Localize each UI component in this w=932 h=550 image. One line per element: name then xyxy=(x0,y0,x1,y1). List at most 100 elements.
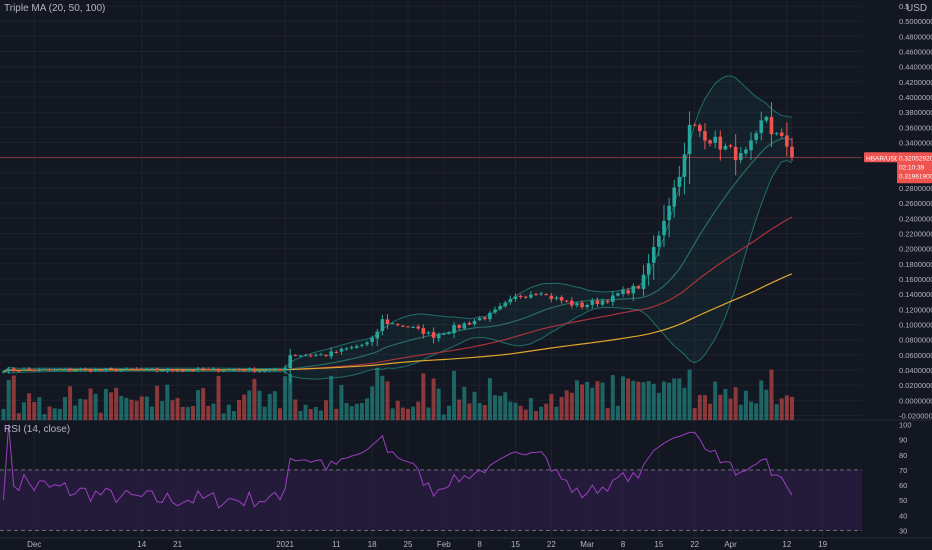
price-indicator-label[interactable]: Triple MA (20, 50, 100) xyxy=(4,3,106,14)
candle-body xyxy=(523,296,528,298)
volume-bar xyxy=(288,374,293,420)
volume-bar xyxy=(21,402,26,420)
volume-bar xyxy=(667,382,672,420)
candle-body xyxy=(467,322,472,325)
volume-bar xyxy=(738,404,743,420)
volume-bar xyxy=(518,405,523,420)
volume-bar xyxy=(708,403,713,420)
price-tick-label: -0.02000000 xyxy=(899,411,932,420)
volume-bar xyxy=(370,386,375,420)
time-tick-label: 19 xyxy=(818,540,827,549)
candle-body xyxy=(431,332,436,338)
volume-bar xyxy=(119,395,124,420)
candle-body xyxy=(180,370,185,372)
volume-bar xyxy=(769,369,774,420)
candle-body xyxy=(303,355,308,357)
time-tick-label: Mar xyxy=(580,540,594,549)
candle-body xyxy=(790,146,794,158)
volume-bar xyxy=(482,404,487,420)
volume-bar xyxy=(426,407,431,420)
volume-bar xyxy=(124,397,129,420)
rsi-line xyxy=(3,424,793,509)
candle-body xyxy=(11,368,16,371)
candle-body xyxy=(744,149,748,154)
volume-bar xyxy=(114,387,119,420)
candle-body xyxy=(314,354,318,356)
candle-body xyxy=(32,369,37,371)
candle-body xyxy=(631,286,636,294)
candle-body xyxy=(262,370,267,372)
volume-bar xyxy=(672,378,677,420)
candle-body xyxy=(769,117,774,135)
volume-bar xyxy=(493,395,498,420)
candle-body xyxy=(83,368,88,370)
volume-bar xyxy=(595,381,600,420)
volume-bar xyxy=(651,383,656,420)
rsi-indicator-label[interactable]: RSI (14, close) xyxy=(4,424,71,435)
candle-body xyxy=(385,319,390,325)
volume-bar xyxy=(247,390,252,420)
candle-body xyxy=(324,354,328,357)
candle-body xyxy=(375,331,380,339)
candle-body xyxy=(216,369,221,372)
volume-bar xyxy=(221,413,226,420)
time-tick-label: 18 xyxy=(368,540,377,549)
time-tick-label: 22 xyxy=(547,540,556,549)
candle-body xyxy=(559,297,564,301)
candle-body xyxy=(718,136,723,150)
time-tick-label: 25 xyxy=(404,540,413,549)
volume-bar xyxy=(621,376,626,420)
volume-bar xyxy=(324,400,329,420)
candle-body xyxy=(682,154,687,177)
time-tick-label: 11 xyxy=(332,540,341,549)
volume-bar xyxy=(687,369,692,420)
candle-body xyxy=(442,333,446,335)
volume-bar xyxy=(257,390,262,420)
candle-body xyxy=(411,326,415,328)
candle-body xyxy=(738,153,743,161)
volume-bar xyxy=(590,387,595,420)
candle-body xyxy=(273,368,277,371)
volume-bar xyxy=(201,388,206,420)
volume-bar xyxy=(508,401,513,420)
volume-bar xyxy=(231,411,236,420)
candle-body xyxy=(278,369,282,371)
candle-body xyxy=(549,295,554,299)
candle-body xyxy=(114,369,118,372)
candle-body xyxy=(390,323,395,325)
volume-bar xyxy=(610,375,615,420)
volume-bar xyxy=(759,380,764,420)
candle-body xyxy=(283,367,287,371)
candle-body xyxy=(723,145,728,150)
candle-body xyxy=(52,369,57,371)
candle-body xyxy=(175,370,180,372)
volume-bars xyxy=(1,367,794,420)
time-tick-label: 15 xyxy=(654,540,663,549)
symbol-tag-text: HBAR/USD xyxy=(866,155,900,162)
candle-body xyxy=(360,344,364,346)
volume-bar xyxy=(103,388,108,420)
volume-bar xyxy=(539,406,544,420)
candle-body xyxy=(354,346,359,348)
price-tick-label: 0.16000000 xyxy=(899,275,932,284)
volume-bar xyxy=(73,405,78,420)
candle-body xyxy=(191,370,195,372)
volume-bar xyxy=(216,375,221,420)
price-tick-label: 0.00000000 xyxy=(899,396,932,405)
volume-bar xyxy=(395,400,400,420)
volume-bar xyxy=(329,375,334,420)
volume-bar xyxy=(528,398,533,420)
candle-body xyxy=(421,328,426,334)
price-tick-label: 0.36000000 xyxy=(899,123,932,132)
rsi-pane xyxy=(0,424,862,531)
candle-body xyxy=(667,205,671,221)
volume-bar xyxy=(190,405,195,420)
volume-bar xyxy=(631,380,636,420)
volume-bar xyxy=(416,401,421,420)
symbol-tag-box xyxy=(864,152,897,163)
volume-bar xyxy=(267,393,272,420)
volume-bar xyxy=(262,406,267,420)
candle-body xyxy=(165,368,170,372)
candle-body xyxy=(657,235,661,247)
